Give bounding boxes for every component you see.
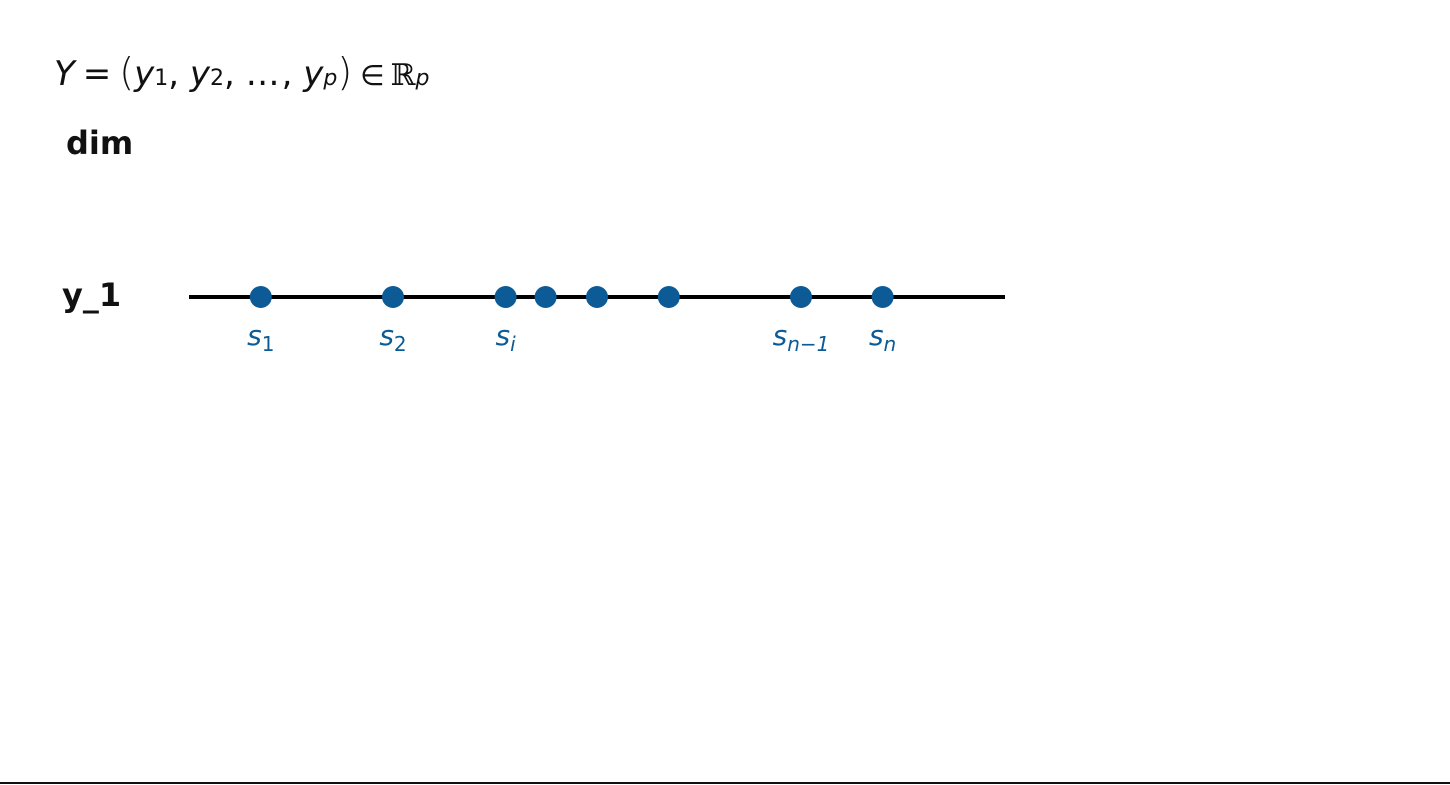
formula-open-paren: ( [119, 50, 135, 94]
point-label-sub-2: 2 [394, 332, 407, 356]
formula-space-power: p [415, 66, 430, 91]
formula-lhs: Y [54, 54, 75, 94]
point-2 [382, 286, 404, 308]
point-label-sub-8: n [884, 332, 897, 356]
point-label-7: sn−1 [773, 319, 830, 356]
point-label-base-3: s [496, 319, 511, 352]
formula-ellipsis: … [245, 54, 282, 94]
formula-term-2-base: y [189, 54, 210, 94]
formula-term-p-sub: p [323, 66, 338, 91]
bottom-rule [0, 782, 1450, 784]
point-4 [534, 286, 557, 308]
point-label-base-2: s [379, 319, 394, 352]
point-3 [494, 286, 517, 308]
point-label-sub-7: n−1 [787, 332, 829, 356]
point-label-base-1: s [247, 319, 262, 352]
point-label-base-8: s [869, 319, 884, 352]
point-label-sub-3: i [510, 332, 516, 356]
point-6 [657, 286, 680, 308]
formula-equals: = [82, 54, 112, 94]
formula-comma-2: , [223, 54, 235, 94]
point-label-1: s1 [247, 319, 274, 356]
point-8 [871, 286, 894, 308]
formula-term-p-base: y [303, 54, 324, 94]
formula-comma-3: , [281, 54, 293, 94]
formula-comma-1: , [168, 54, 180, 94]
formula-term-1-sub: 1 [154, 66, 169, 91]
point-label-base-7: s [773, 319, 788, 352]
points-layer: s1 s2 si sn−1 sn [247, 286, 896, 356]
point-1 [249, 286, 272, 308]
point-label-2: s2 [379, 319, 406, 356]
dim-label: dim [66, 124, 134, 162]
point-label-3: si [496, 319, 517, 356]
axis-label: y_1 [62, 276, 122, 314]
point-label-8: sn [869, 319, 896, 356]
point-5 [586, 286, 608, 308]
formula-close-paren: ) [337, 50, 353, 94]
formula-term-1-base: y [134, 54, 155, 94]
formula-space: ℝ [390, 58, 416, 93]
point-7 [790, 286, 812, 308]
formula-term-2-sub: 2 [209, 66, 224, 91]
point-label-sub-1: 1 [262, 332, 275, 356]
formula-element-of: ∈ [360, 59, 385, 92]
